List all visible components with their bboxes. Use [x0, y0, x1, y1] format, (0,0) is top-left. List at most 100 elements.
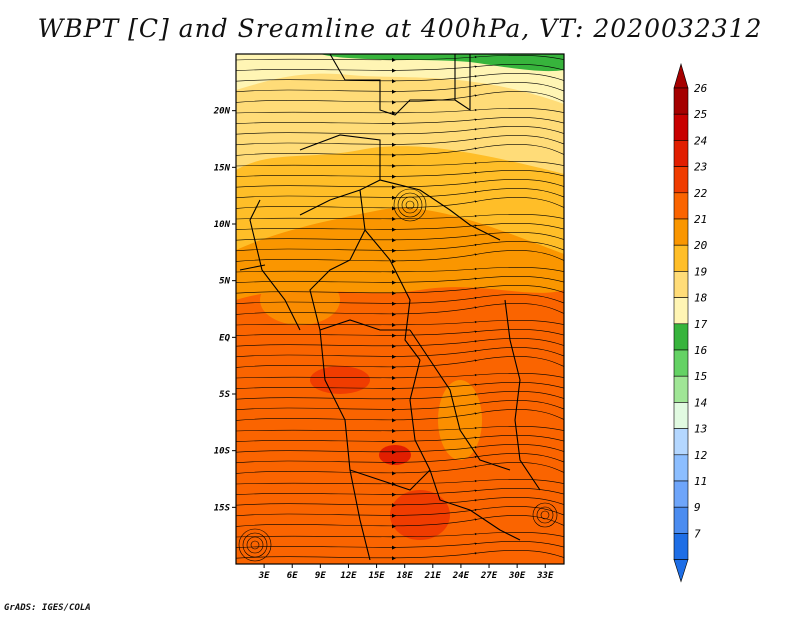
stream-arrow	[392, 100, 396, 105]
colorbar-swatch	[673, 218, 689, 246]
stream-arrow	[392, 545, 396, 550]
streamline	[236, 462, 564, 474]
streamline	[236, 453, 564, 464]
streamline	[236, 382, 564, 389]
colorbar-label: 18	[694, 292, 708, 305]
streamline	[236, 479, 564, 485]
streamline	[236, 64, 564, 71]
colorbar-swatch	[673, 192, 689, 220]
border-line	[504, 299, 541, 491]
streamline	[236, 170, 564, 177]
streamline	[236, 294, 564, 305]
streamline	[236, 409, 564, 421]
stream-arrow	[392, 429, 396, 433]
gyre-ring	[250, 540, 260, 550]
colorbar-label: 21	[694, 213, 707, 226]
stream-arrow	[392, 227, 396, 232]
colorbar-swatch	[673, 454, 689, 482]
streamline	[236, 320, 564, 326]
streamline	[236, 541, 564, 548]
stream-arrow	[392, 450, 396, 455]
field-21b	[438, 380, 482, 460]
streamline	[236, 338, 564, 347]
gyre-ring	[405, 200, 415, 210]
stream-arrow	[392, 354, 396, 359]
lon-tick-label: 9E	[315, 571, 326, 581]
lon-tick-label: 24E	[452, 571, 470, 581]
colorbar-swatch	[673, 428, 689, 456]
lat-tick-label: 5S	[219, 390, 230, 400]
streamline	[236, 391, 564, 400]
colorbar-swatch	[673, 506, 689, 534]
colorbar-label: 16	[694, 344, 708, 357]
colorbar-swatch	[673, 271, 689, 298]
colorbar-label: 17	[694, 318, 708, 331]
stream-arrow	[392, 556, 396, 561]
stream-arrow	[392, 492, 396, 497]
lat-tick-label: 10S	[214, 447, 231, 457]
streamline	[236, 108, 564, 114]
colorbar-swatch	[673, 480, 689, 508]
chart-title: WBPT [C] and Sreamline at 400hPa, VT: 20…	[37, 14, 763, 43]
stream-arrow	[392, 291, 396, 296]
colorbar-label: 7	[694, 527, 701, 540]
streamline	[236, 232, 564, 241]
stream-arrow	[392, 142, 396, 147]
stream-arrow	[392, 333, 396, 338]
streamline	[236, 82, 564, 93]
lon-tick-label: 18E	[397, 571, 414, 581]
streamline	[236, 250, 564, 262]
lon-tick-label: 33E	[536, 571, 554, 581]
colorbar-label: 20	[694, 239, 708, 252]
stream-arrow	[392, 121, 396, 126]
streamline	[236, 73, 564, 82]
streamline	[236, 426, 564, 432]
border-line	[249, 199, 301, 331]
border-line	[409, 329, 511, 471]
country-borders	[239, 54, 541, 561]
colorbar-label: 19	[694, 265, 707, 278]
colorbar-swatch	[673, 349, 689, 377]
streamline	[236, 55, 564, 61]
streamline	[236, 444, 564, 453]
lat-tick-label: 15S	[214, 503, 231, 513]
streamline	[236, 356, 564, 368]
colorbar-arrow-top	[673, 62, 689, 89]
colorbar-label: 13	[694, 423, 707, 436]
colorbar-swatch	[673, 323, 689, 351]
stream-arrow	[392, 270, 396, 274]
stream-arrow	[392, 301, 396, 306]
streamline	[236, 144, 564, 156]
colorbar-label: 15	[694, 370, 707, 383]
colorbar-swatch	[673, 375, 689, 403]
stream-arrow	[392, 365, 396, 370]
streamline	[236, 285, 564, 294]
gyre-ring	[238, 528, 272, 562]
stream-arrow	[392, 513, 396, 518]
field-19	[236, 54, 564, 174]
streamline	[236, 161, 564, 167]
border-line	[379, 179, 501, 241]
stream-arrow	[392, 344, 396, 349]
colorbar-swatch	[673, 166, 689, 194]
stream-arrow	[392, 482, 396, 486]
stream-arrow	[392, 439, 396, 444]
stream-arrow	[392, 185, 396, 190]
colorbar-label: 12	[694, 449, 708, 462]
colorbar-label: 23	[694, 161, 707, 174]
stream-arrow	[392, 535, 396, 539]
streamline	[236, 135, 564, 146]
stream-arrow	[392, 195, 396, 200]
streamline	[236, 400, 564, 411]
streamline	[236, 303, 564, 315]
streamline	[236, 241, 564, 252]
lon-tick-label: 30E	[508, 571, 526, 581]
lat-axis: 20N 15N 10N 5N EQ 5S 10S 15S	[213, 107, 236, 513]
border-line	[429, 469, 521, 541]
colorbar-label: 22	[694, 187, 708, 200]
streamlines	[236, 55, 564, 562]
field-24	[379, 445, 411, 465]
stream-arrow	[392, 312, 396, 317]
stream-arrow	[392, 471, 396, 476]
